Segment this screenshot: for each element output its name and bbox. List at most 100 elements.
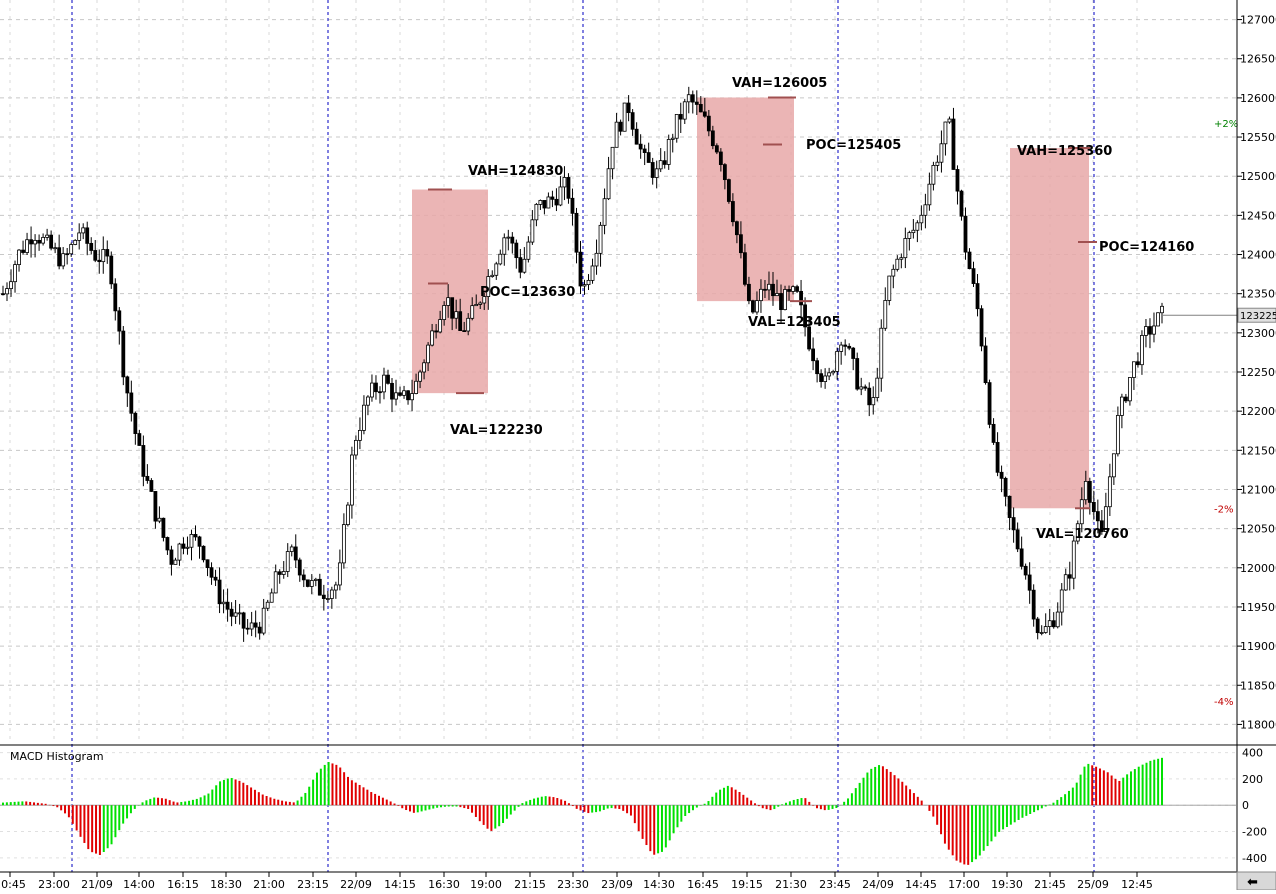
x-tick-label: 16:15 [167,878,199,890]
candle-body [325,598,330,600]
candle-body [739,234,743,254]
candle-body [682,101,687,120]
candle-body [362,404,366,431]
candle-body [763,288,767,291]
candle-body [1140,335,1144,366]
x-tick-label: 24/09 [862,878,894,890]
candle-body [486,276,491,297]
candle-body [213,576,218,581]
candle-body [718,151,723,166]
candle-body [967,251,972,270]
candle-body [722,164,727,181]
candle-body [57,247,62,267]
candle-body [887,275,892,301]
x-tick-label: 14:15 [384,878,416,890]
candle-body [133,412,138,434]
candle-body [430,330,435,346]
candle-body [734,221,739,236]
val-label: VAL=123405 [748,315,841,330]
candle-body [370,382,374,398]
candle-body [209,567,214,578]
x-tick-label: 14:00 [123,878,155,890]
candle-body [526,241,531,260]
candle-body [574,212,579,253]
candle-body [345,504,350,526]
candle-body [859,386,864,390]
candle-body [879,327,884,379]
x-tick-label: 22/09 [340,878,372,890]
y-tick-label: 122000 [1240,405,1276,418]
candle-body [1144,326,1148,336]
candle-body [1007,495,1012,518]
candle-body [201,545,206,561]
x-tick-label: 19:15 [731,878,763,890]
candle-body [654,168,659,178]
candle-body [1039,632,1044,634]
candle-body [895,258,900,270]
y-tick-label: 126000 [1240,92,1276,105]
candle-body [1160,305,1164,314]
candle-body [578,251,583,287]
candle-body [317,578,322,596]
candle-body [642,148,647,153]
candle-body [390,382,394,400]
candle-body [835,351,840,372]
candle-body [618,121,623,132]
candle-body [807,326,811,350]
candle-body [923,204,928,216]
candle-body [1027,574,1032,591]
candle-body [522,258,527,273]
candle-body [506,236,511,239]
vah-label: VAH=126005 [732,76,827,91]
candle-body [9,281,13,289]
vah-label: VAH=124830 [468,164,563,179]
x-tick-label: 14:45 [905,878,937,890]
candle-body [1051,620,1056,628]
candle-body [606,168,611,200]
x-tick-label: 16:45 [687,878,719,890]
candle-body [241,612,246,629]
candle-body [582,284,587,287]
candle-body [366,396,370,406]
x-tick-label: 19:00 [470,878,502,890]
candle-body [1055,611,1060,628]
candle-body [951,118,956,170]
poc-label: POC=125405 [806,138,901,153]
macd-y-tick-label: -200 [1242,826,1267,839]
candle-body [694,101,699,105]
candle-body [301,574,306,581]
candle-body [257,626,262,634]
x-tick-label: 23:45 [819,878,851,890]
candle-body [851,347,856,359]
candle-body [89,242,94,251]
candle-body [1124,396,1128,402]
candle-body [169,549,174,565]
candle-body [53,247,58,250]
candle-body [566,177,571,199]
candle-body [630,112,635,130]
x-tick-label: 14:30 [643,878,675,890]
candle-body [253,622,258,628]
candle-body [827,372,832,377]
scroll-left-button[interactable]: ⬅ [1236,871,1276,891]
candle-body [795,286,799,292]
y-tick-label: 118000 [1240,718,1276,731]
candle-body [474,304,479,307]
candle-body [217,579,222,605]
x-tick-label: 23/09 [601,878,633,890]
candle-body [767,283,771,291]
y-tick-label: 120000 [1240,562,1276,575]
candle-body [321,594,326,599]
x-tick-label: 12:45 [1121,878,1153,890]
candle-body [341,524,346,564]
candle-body [891,268,896,277]
candle-body [350,454,354,506]
candle-body [285,551,290,572]
macd-y-tick-label: 200 [1242,773,1263,786]
candle-body [109,255,114,285]
candle-body [518,257,523,273]
candle-body [181,543,186,549]
candle-body [791,286,795,292]
candle-body [983,345,988,384]
candle-body [117,310,122,332]
